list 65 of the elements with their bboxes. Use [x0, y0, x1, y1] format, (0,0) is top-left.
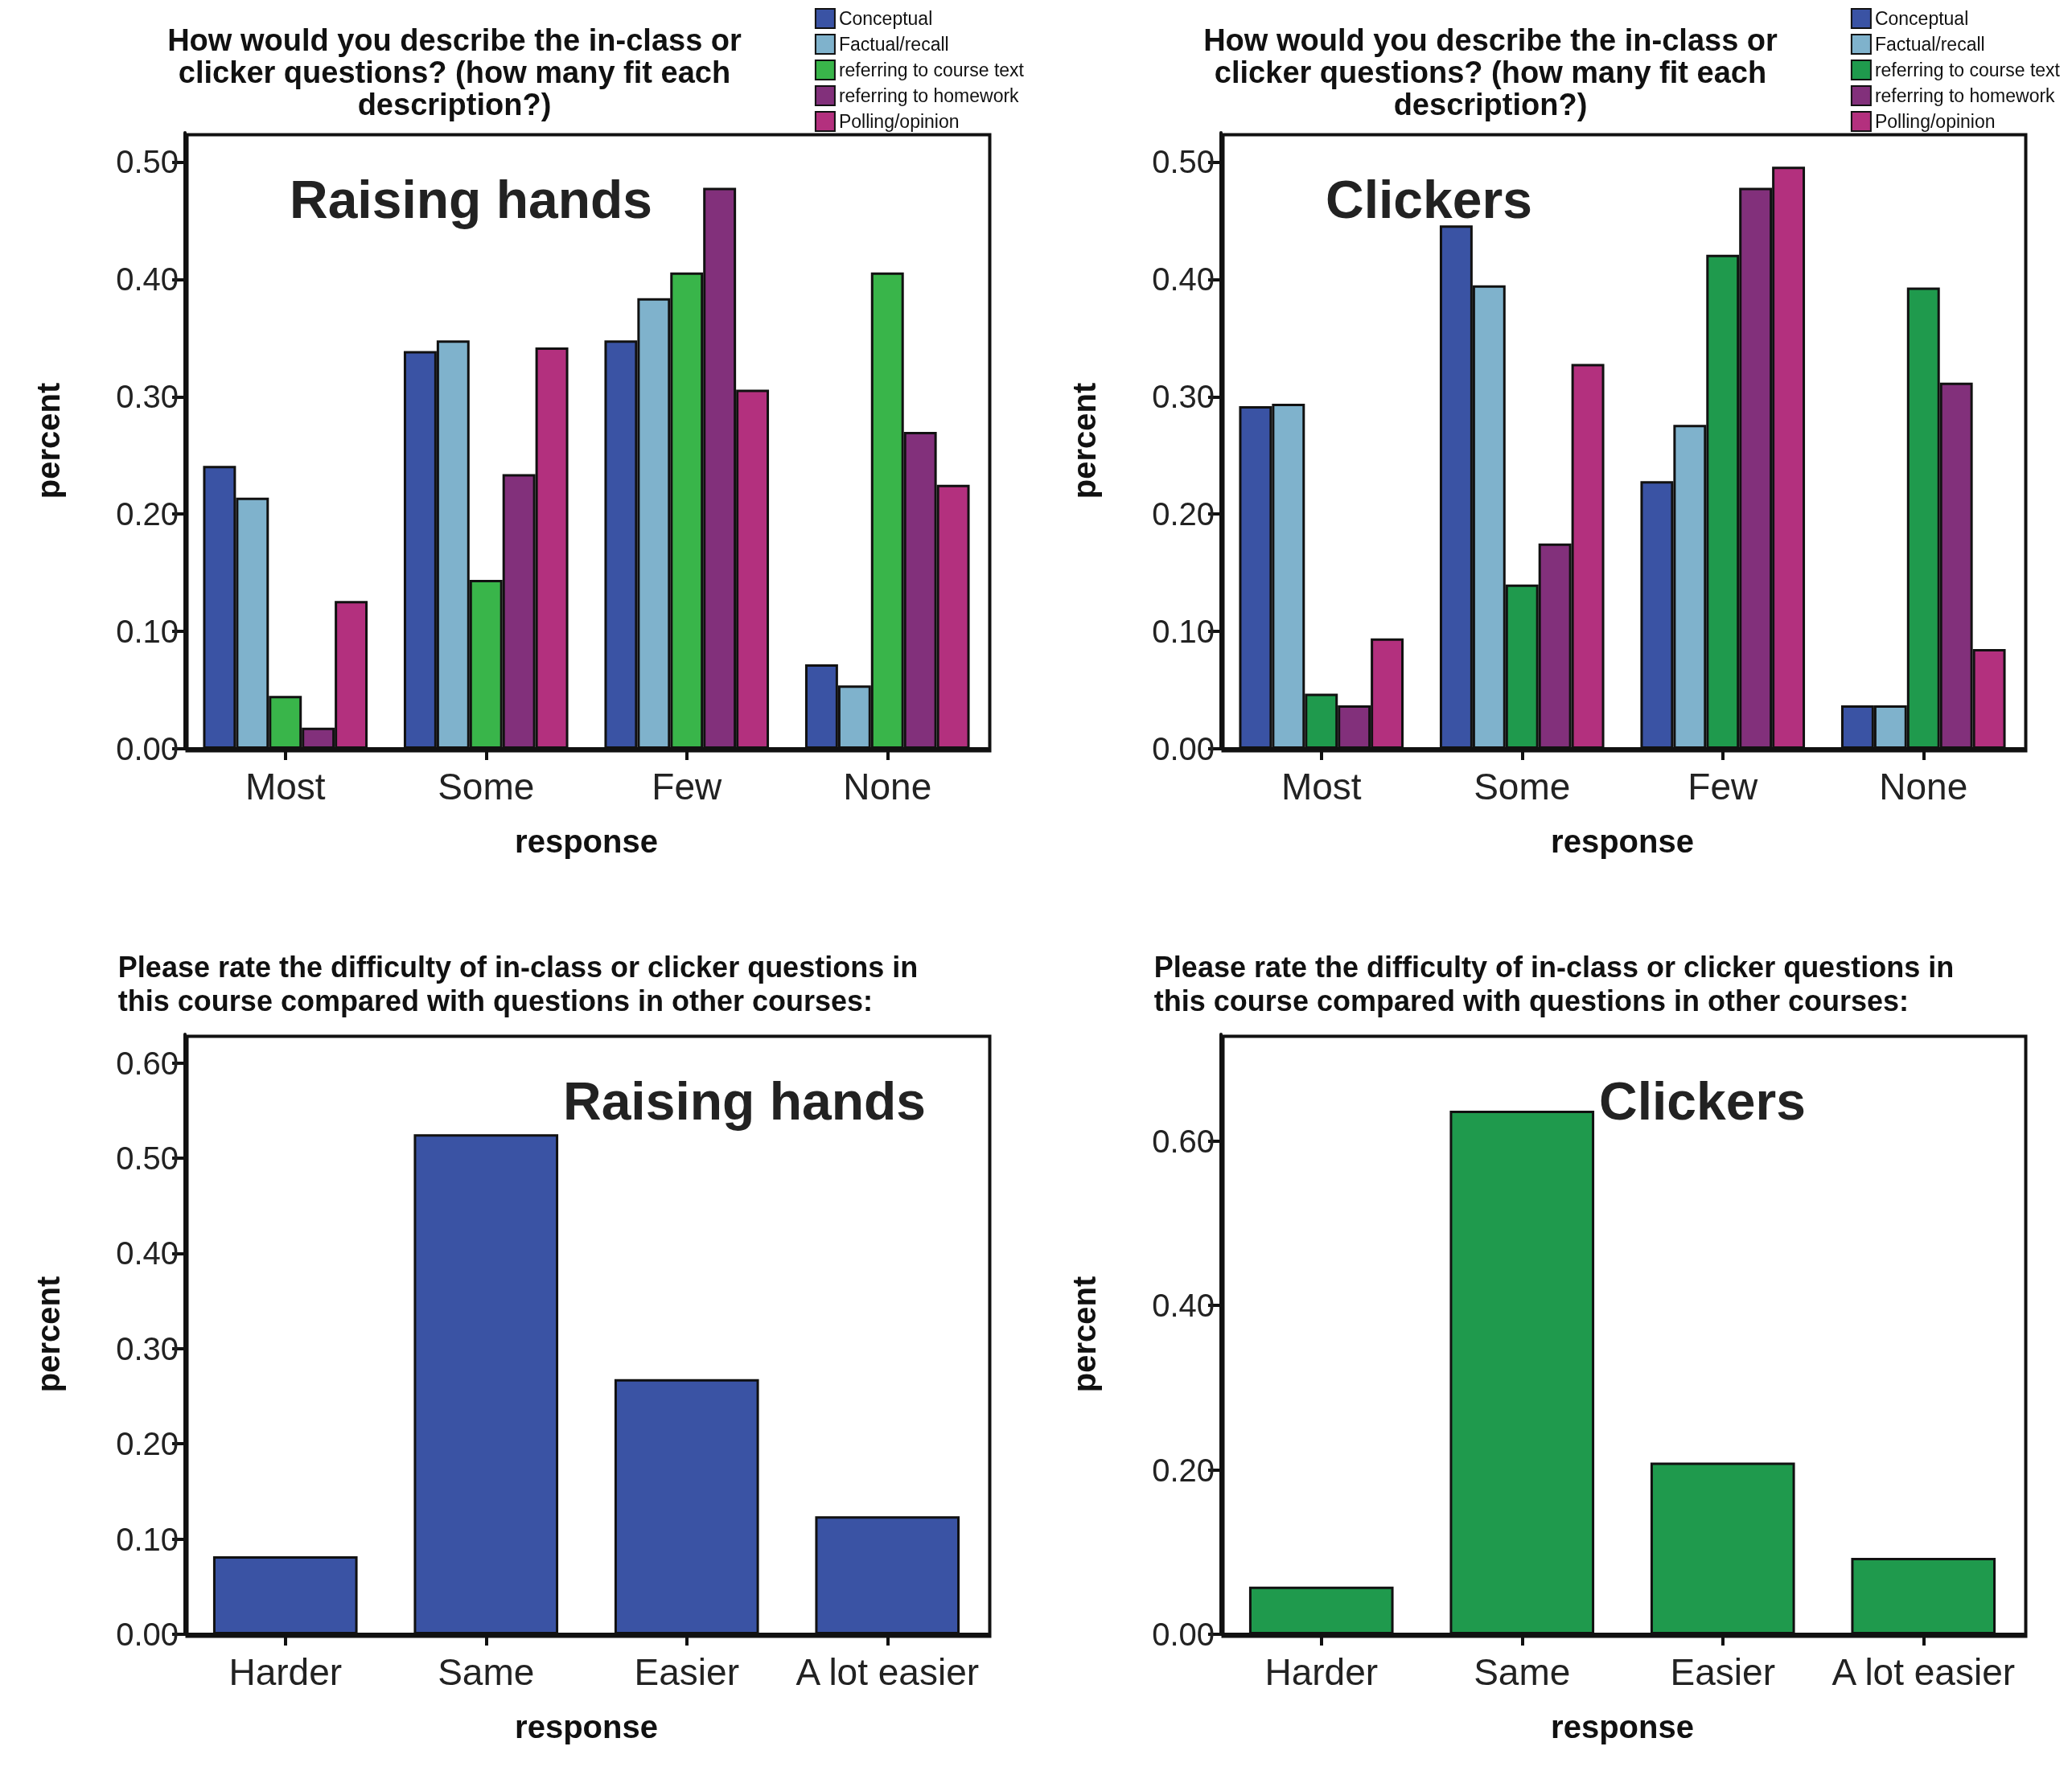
x-tick-label: None	[1879, 766, 1968, 807]
legend-label: Polling/opinion	[1874, 111, 1996, 132]
y-axis-title: percent	[31, 382, 66, 499]
x-tick-label: Some	[438, 766, 535, 807]
legend-label: referring to homework	[838, 85, 1020, 106]
legend-label: Factual/recall	[838, 34, 949, 55]
legend-label: Conceptual	[838, 8, 933, 29]
x-tick-label: None	[843, 766, 932, 807]
y-tick-label: 0.40	[116, 1235, 179, 1272]
legend-label: Conceptual	[1874, 8, 1969, 29]
y-tick-label: 0.50	[116, 1140, 179, 1176]
legend-label: referring to course text	[838, 60, 1025, 80]
y-tick-label: 0.50	[116, 144, 179, 180]
y-tick-label: 0.10	[116, 614, 179, 650]
y-axis-title: percent	[1067, 382, 1102, 499]
y-tick-label: 0.30	[116, 1330, 179, 1366]
x-axis-title: response	[1551, 1709, 1694, 1744]
y-axis-title: percent	[1067, 1276, 1102, 1393]
x-tick-label: Some	[1474, 766, 1571, 807]
y-tick-label: 0.40	[1152, 261, 1215, 298]
x-tick-label: Same	[1474, 1651, 1571, 1693]
x-axis-title: response	[515, 1709, 658, 1744]
x-tick-label: Most	[245, 766, 326, 807]
x-tick-label: Harder	[228, 1651, 343, 1693]
y-tick-label: 0.00	[116, 731, 179, 766]
chart-title: How would you describe the in-class or clicker questions? (how many fit each description?)	[1203, 23, 1778, 121]
x-axis-title: response	[515, 824, 658, 859]
legend-label: referring to homework	[1874, 85, 2056, 106]
y-axis-title: percent	[31, 1276, 66, 1393]
y-tick-label: 0.00	[116, 1617, 179, 1652]
x-tick-label: Easier	[1670, 1651, 1775, 1693]
y-tick-label: 0.50	[1152, 144, 1215, 180]
chart-title: Please rate the difficulty of in-class or clicker questions in this course compared with questions in other courses:	[117, 950, 919, 1017]
y-tick-label: 0.20	[1152, 496, 1215, 532]
x-tick-label: Same	[438, 1651, 535, 1693]
x-tick-label: A lot easier	[796, 1651, 980, 1693]
y-tick-label: 0.20	[116, 1426, 179, 1462]
y-tick-label: 0.10	[1152, 614, 1215, 650]
x-tick-label: Few	[1688, 766, 1758, 807]
y-tick-label: 0.60	[1152, 1123, 1215, 1159]
y-tick-label: 0.40	[1152, 1288, 1215, 1324]
chart-title: Please rate the difficulty of in-class or clicker questions in this course compared with questions in other courses:	[1153, 950, 1955, 1017]
y-tick-label: 0.00	[1152, 731, 1215, 766]
y-tick-label: 0.60	[116, 1045, 179, 1081]
x-tick-label: A lot easier	[1832, 1651, 2016, 1693]
annotation: Raising hands	[563, 1071, 927, 1131]
y-tick-label: 0.20	[116, 496, 179, 532]
legend-label: Factual/recall	[1874, 34, 1985, 55]
y-tick-label: 0.20	[1152, 1452, 1215, 1488]
y-tick-label: 0.10	[116, 1521, 179, 1557]
y-tick-label: 0.40	[116, 261, 179, 298]
x-tick-label: Few	[652, 766, 722, 807]
annotation: Raising hands	[290, 170, 653, 229]
annotation: Clickers	[1326, 170, 1532, 229]
x-axis-title: response	[1551, 824, 1694, 859]
y-tick-label: 0.30	[1152, 379, 1215, 415]
x-tick-label: Easier	[634, 1651, 739, 1693]
x-tick-label: Most	[1281, 766, 1362, 807]
legend-label: Polling/opinion	[838, 111, 960, 132]
chart-title: How would you describe the in-class or clicker questions? (how many fit each description?)	[167, 23, 742, 121]
annotation: Clickers	[1599, 1071, 1806, 1131]
y-tick-label: 0.00	[1152, 1617, 1215, 1652]
legend-label: referring to course text	[1874, 60, 2061, 80]
y-tick-label: 0.30	[116, 379, 179, 415]
x-tick-label: Harder	[1264, 1651, 1379, 1693]
